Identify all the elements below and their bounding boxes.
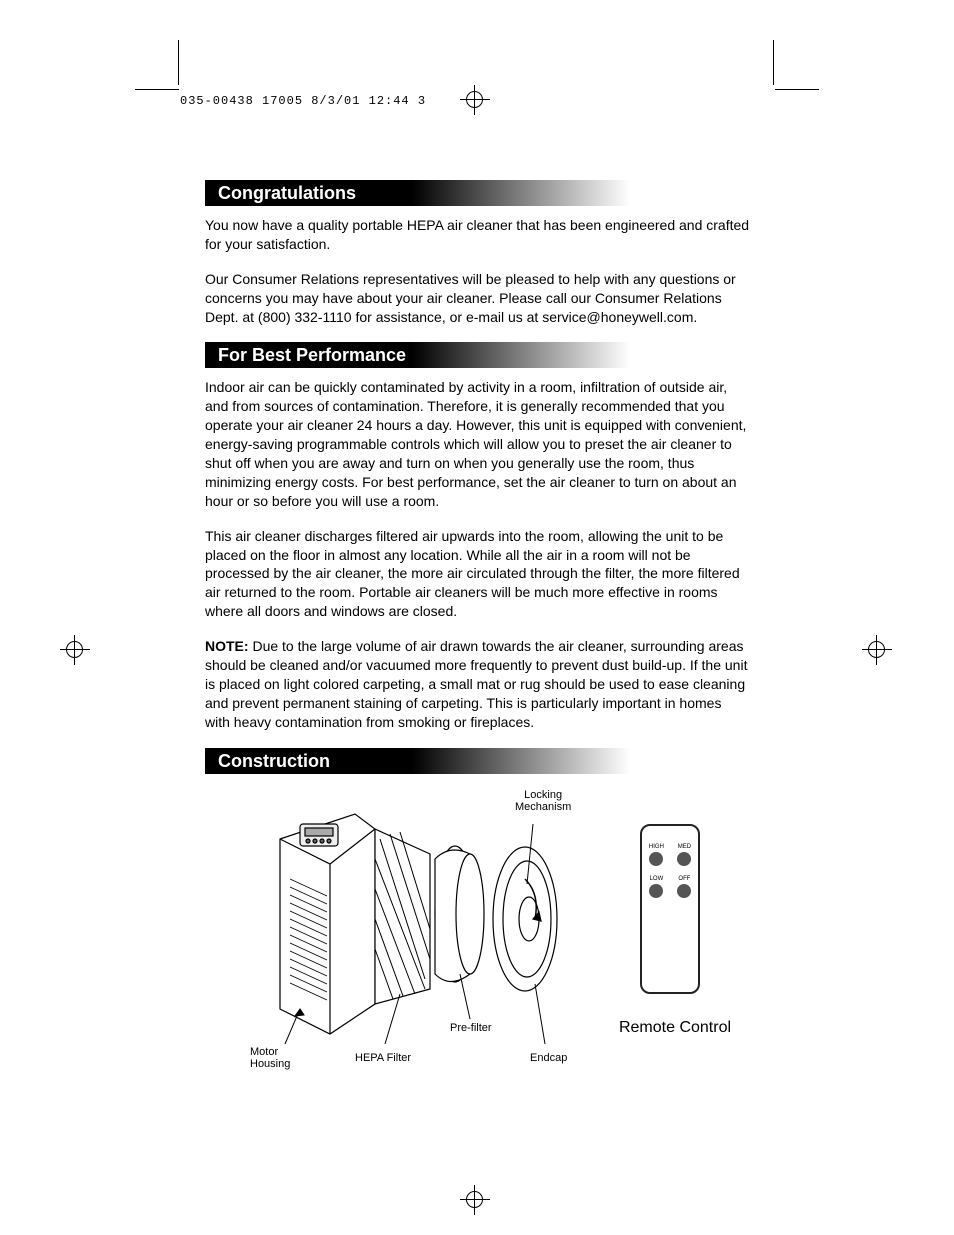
crop-mark (775, 89, 819, 90)
label-prefilter: Pre-filter (450, 1022, 492, 1035)
register-mark-icon (60, 635, 90, 665)
section-header-construction: Construction (205, 748, 750, 774)
construction-diagram-area: Locking Mechanism Pre-filter Motor Housi… (205, 784, 750, 1094)
remote-body: HIGH MED LOW OFF (640, 824, 700, 994)
remote-btn-label: LOW (650, 876, 664, 882)
register-mark-icon (862, 635, 892, 665)
page: 035-00438 17005 8/3/01 12:44 3 Congratul… (0, 0, 954, 1235)
label-motor-housing: Motor Housing (250, 1046, 290, 1071)
section-header-congratulations: Congratulations (205, 180, 750, 206)
air-cleaner-diagram (245, 784, 575, 1079)
paragraph: You now have a quality portable HEPA air… (205, 216, 750, 254)
remote-button-icon (649, 852, 663, 866)
remote-btn-label: MED (678, 844, 691, 850)
label-endcap: Endcap (530, 1052, 567, 1065)
print-header: 035-00438 17005 8/3/01 12:44 3 (180, 94, 426, 108)
crop-mark (773, 40, 774, 85)
paragraph: This air cleaner discharges filtered air… (205, 527, 750, 621)
label-locking-mechanism: Locking Mechanism (515, 789, 571, 814)
section-header-performance: For Best Performance (205, 342, 750, 368)
paragraph-note: NOTE: Due to the large volume of air dra… (205, 637, 750, 731)
remote-control-diagram: HIGH MED LOW OFF (635, 824, 705, 1014)
remote-button-icon (677, 884, 691, 898)
crop-mark (135, 89, 179, 90)
remote-button-icon (649, 884, 663, 898)
crop-mark (178, 40, 179, 85)
paragraph: Indoor air can be quickly contaminated b… (205, 378, 750, 510)
register-mark-icon (460, 1185, 490, 1215)
remote-btn-label: HIGH (649, 844, 664, 850)
register-mark-icon (460, 85, 490, 115)
paragraph: Our Consumer Relations representatives w… (205, 270, 750, 327)
remote-caption: Remote Control (605, 1019, 745, 1037)
remote-button-icon (677, 852, 691, 866)
note-label: NOTE: (205, 638, 249, 654)
content-area: Congratulations You now have a quality p… (205, 180, 750, 1094)
remote-btn-label: OFF (678, 876, 690, 882)
label-hepa-filter: HEPA Filter (355, 1052, 411, 1065)
note-text: Due to the large volume of air drawn tow… (205, 638, 747, 730)
